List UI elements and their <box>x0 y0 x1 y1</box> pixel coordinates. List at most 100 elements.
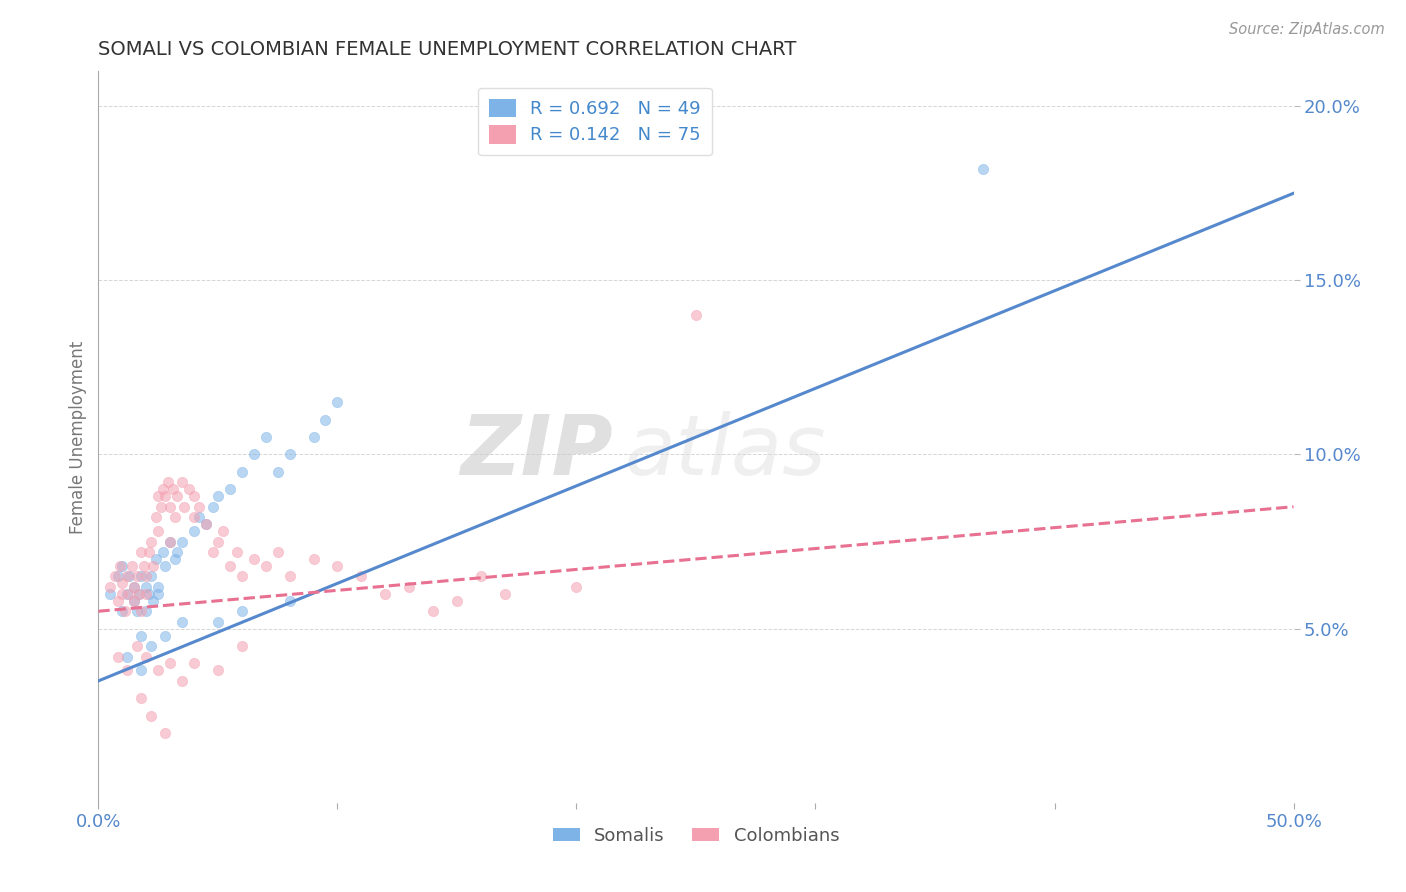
Point <box>202 500 225 514</box>
Point <box>118 569 141 583</box>
Point <box>302 552 325 566</box>
Point <box>115 649 138 664</box>
Point <box>135 580 157 594</box>
Point <box>124 580 146 594</box>
Point <box>494 587 516 601</box>
Point <box>173 500 195 514</box>
Point <box>243 448 266 462</box>
Point <box>202 545 225 559</box>
Point <box>302 430 325 444</box>
Point <box>111 587 134 601</box>
Point <box>152 545 174 559</box>
Point <box>148 524 170 538</box>
Text: SOMALI VS COLOMBIAN FEMALE UNEMPLOYMENT CORRELATION CHART: SOMALI VS COLOMBIAN FEMALE UNEMPLOYMENT … <box>98 39 797 59</box>
Point <box>166 489 188 503</box>
Point <box>115 569 138 583</box>
Point <box>111 604 134 618</box>
Point <box>231 639 253 653</box>
Point <box>98 587 122 601</box>
Point <box>422 604 444 618</box>
Point <box>350 569 373 583</box>
Point <box>172 615 194 629</box>
Point <box>125 604 148 618</box>
Point <box>226 545 249 559</box>
Point <box>111 576 134 591</box>
Point <box>124 594 146 608</box>
Point <box>155 489 177 503</box>
Point <box>207 534 229 549</box>
Point <box>132 558 155 573</box>
Point <box>131 569 153 583</box>
Point <box>135 604 157 618</box>
Point <box>115 664 138 678</box>
Point <box>131 691 153 706</box>
Point <box>128 587 150 601</box>
Point <box>172 475 194 490</box>
Point <box>135 569 157 583</box>
Point <box>138 545 160 559</box>
Point <box>187 510 209 524</box>
Point <box>195 517 218 532</box>
Point <box>124 580 146 594</box>
Point <box>108 558 131 573</box>
Point <box>254 430 277 444</box>
Point <box>315 412 337 426</box>
Point <box>179 483 201 497</box>
Point <box>142 558 165 573</box>
Point <box>152 483 174 497</box>
Text: Source: ZipAtlas.com: Source: ZipAtlas.com <box>1229 22 1385 37</box>
Point <box>98 580 122 594</box>
Point <box>172 673 194 688</box>
Point <box>159 500 181 514</box>
Point <box>148 580 170 594</box>
Point <box>115 587 138 601</box>
Point <box>565 580 588 594</box>
Point <box>118 587 141 601</box>
Point <box>128 587 150 601</box>
Point <box>183 524 205 538</box>
Point <box>148 489 170 503</box>
Point <box>172 534 194 549</box>
Point <box>148 587 170 601</box>
Point <box>125 569 148 583</box>
Point <box>685 308 707 322</box>
Point <box>155 558 177 573</box>
Point <box>211 524 233 538</box>
Point <box>159 534 181 549</box>
Point <box>278 448 301 462</box>
Point <box>104 569 127 583</box>
Point <box>107 594 129 608</box>
Point <box>326 558 349 573</box>
Point <box>267 465 290 479</box>
Point <box>446 594 468 608</box>
Point <box>156 475 179 490</box>
Point <box>972 161 994 176</box>
Point <box>231 569 253 583</box>
Point <box>254 558 277 573</box>
Point <box>145 510 167 524</box>
Point <box>145 552 167 566</box>
Point <box>398 580 420 594</box>
Point <box>231 465 253 479</box>
Point <box>163 510 186 524</box>
Point <box>135 649 157 664</box>
Point <box>326 395 349 409</box>
Point <box>207 664 229 678</box>
Point <box>135 587 157 601</box>
Point <box>470 569 492 583</box>
Y-axis label: Female Unemployment: Female Unemployment <box>69 341 87 533</box>
Point <box>139 639 162 653</box>
Point <box>149 500 172 514</box>
Point <box>163 552 186 566</box>
Point <box>131 664 153 678</box>
Point <box>278 569 301 583</box>
Point <box>114 604 136 618</box>
Point <box>159 534 181 549</box>
Point <box>195 517 218 532</box>
Point <box>107 649 129 664</box>
Point <box>183 510 205 524</box>
Point <box>159 657 181 671</box>
Point <box>155 726 177 740</box>
Text: atlas: atlas <box>624 411 825 492</box>
Point <box>183 657 205 671</box>
